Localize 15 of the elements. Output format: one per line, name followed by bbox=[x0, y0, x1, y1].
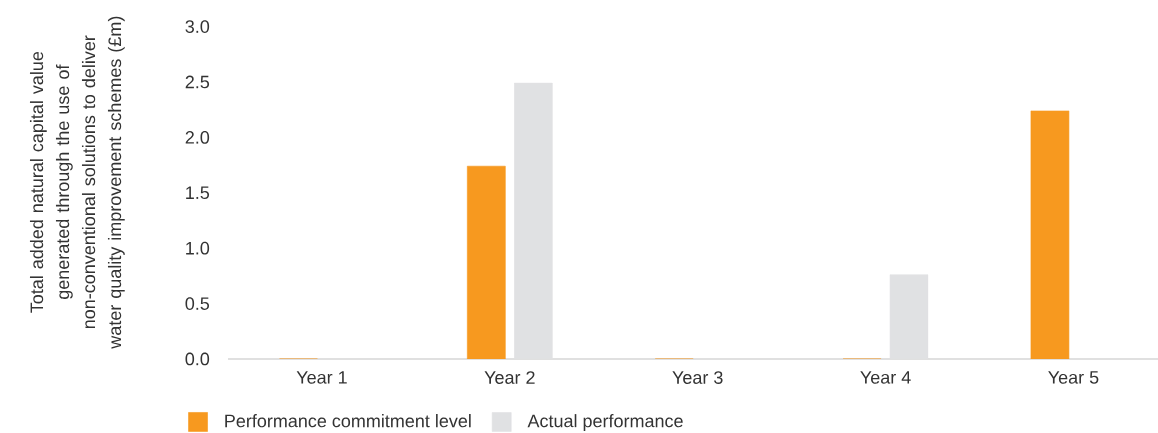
y-tick-label: 1.5 bbox=[186, 186, 210, 200]
y-tick-label: 0.5 bbox=[185, 297, 210, 310]
x-tick-label: Year 1 bbox=[296, 371, 347, 384]
y-axis-title: Total added natural capital value generated through the use of non-conventional solutions to deliver water quality improvement schemes (£m) bbox=[29, 16, 125, 349]
legend-label: Actual performance bbox=[527, 414, 683, 431]
x-tick-label: Year 4 bbox=[860, 371, 911, 384]
y-tick-label: 2.5 bbox=[185, 75, 210, 89]
x-tick-label: Year 2 bbox=[484, 371, 535, 384]
y-tick-label: 1.0 bbox=[186, 241, 210, 255]
x-tick-label: Year 5 bbox=[1048, 371, 1099, 384]
y-tick-label: 2.0 bbox=[185, 131, 210, 144]
legend-label: Performance commitment level bbox=[225, 414, 471, 428]
x-tick-label: Year 3 bbox=[672, 371, 723, 384]
y-tick-label: 0.0 bbox=[185, 352, 210, 366]
y-tick-label: 3.0 bbox=[185, 20, 210, 33]
